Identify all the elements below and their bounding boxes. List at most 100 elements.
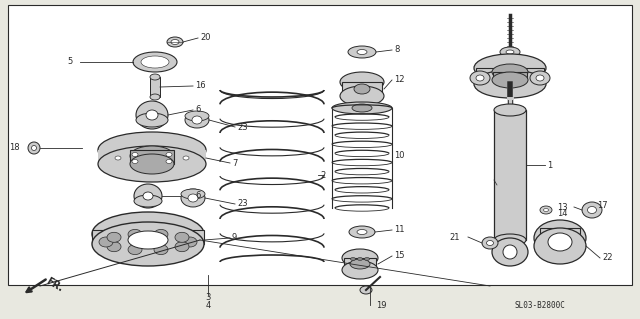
Ellipse shape bbox=[154, 229, 168, 239]
Ellipse shape bbox=[136, 113, 168, 127]
Ellipse shape bbox=[352, 104, 372, 112]
Ellipse shape bbox=[166, 160, 172, 163]
Ellipse shape bbox=[494, 234, 526, 246]
Ellipse shape bbox=[28, 142, 40, 154]
Ellipse shape bbox=[492, 238, 528, 266]
Text: 20: 20 bbox=[200, 33, 211, 42]
Ellipse shape bbox=[107, 242, 121, 252]
Text: 13: 13 bbox=[557, 203, 568, 211]
Text: 5: 5 bbox=[68, 57, 73, 66]
Ellipse shape bbox=[503, 245, 517, 259]
Ellipse shape bbox=[358, 257, 362, 261]
Text: 6: 6 bbox=[195, 191, 200, 201]
Text: 2: 2 bbox=[320, 170, 325, 180]
Text: 16: 16 bbox=[195, 81, 205, 91]
Ellipse shape bbox=[167, 37, 183, 47]
Ellipse shape bbox=[348, 46, 376, 58]
Ellipse shape bbox=[175, 242, 189, 252]
Ellipse shape bbox=[365, 257, 369, 261]
Text: 7: 7 bbox=[232, 159, 237, 167]
Ellipse shape bbox=[350, 259, 370, 269]
Ellipse shape bbox=[128, 231, 168, 249]
Text: 18: 18 bbox=[10, 144, 20, 152]
Ellipse shape bbox=[357, 49, 367, 55]
Text: 22: 22 bbox=[602, 254, 612, 263]
Bar bbox=[92, 230, 204, 244]
Ellipse shape bbox=[357, 229, 367, 234]
Text: 14: 14 bbox=[557, 210, 568, 219]
Ellipse shape bbox=[506, 50, 514, 54]
Ellipse shape bbox=[349, 226, 375, 238]
Bar bbox=[150, 77, 160, 97]
Ellipse shape bbox=[134, 195, 162, 207]
Text: SL03-B2800C: SL03-B2800C bbox=[515, 301, 565, 310]
Ellipse shape bbox=[500, 47, 520, 57]
Ellipse shape bbox=[192, 116, 202, 124]
Ellipse shape bbox=[92, 222, 204, 266]
Ellipse shape bbox=[150, 94, 160, 100]
Text: 17: 17 bbox=[597, 201, 607, 210]
Ellipse shape bbox=[181, 189, 205, 199]
FancyBboxPatch shape bbox=[8, 5, 632, 285]
Ellipse shape bbox=[150, 74, 160, 80]
Ellipse shape bbox=[128, 229, 142, 239]
Ellipse shape bbox=[588, 206, 596, 213]
Ellipse shape bbox=[171, 40, 179, 44]
Ellipse shape bbox=[31, 145, 36, 151]
Ellipse shape bbox=[133, 52, 177, 72]
Bar bbox=[98, 150, 206, 164]
Ellipse shape bbox=[332, 102, 392, 114]
Ellipse shape bbox=[340, 86, 384, 106]
Ellipse shape bbox=[128, 245, 142, 255]
Ellipse shape bbox=[482, 237, 498, 249]
Ellipse shape bbox=[188, 194, 198, 202]
Bar bbox=[476, 68, 544, 84]
Bar bbox=[540, 228, 580, 246]
Ellipse shape bbox=[582, 202, 602, 218]
Text: 1: 1 bbox=[547, 160, 552, 169]
Ellipse shape bbox=[99, 237, 113, 247]
Ellipse shape bbox=[534, 220, 586, 256]
Text: 15: 15 bbox=[394, 251, 404, 261]
Bar bbox=[342, 82, 382, 96]
Text: 21: 21 bbox=[449, 233, 460, 241]
Ellipse shape bbox=[354, 84, 370, 94]
Ellipse shape bbox=[360, 286, 372, 294]
Ellipse shape bbox=[476, 75, 484, 81]
Ellipse shape bbox=[185, 111, 209, 121]
Bar bbox=[130, 150, 174, 164]
Ellipse shape bbox=[181, 189, 205, 207]
Ellipse shape bbox=[540, 206, 552, 214]
Text: 23: 23 bbox=[237, 199, 248, 209]
Text: 8: 8 bbox=[394, 46, 399, 55]
Ellipse shape bbox=[492, 72, 528, 88]
Ellipse shape bbox=[342, 249, 378, 267]
Ellipse shape bbox=[147, 58, 163, 66]
Text: 23: 23 bbox=[237, 122, 248, 131]
Ellipse shape bbox=[134, 184, 162, 208]
Text: FR.: FR. bbox=[44, 276, 65, 294]
Ellipse shape bbox=[185, 112, 209, 128]
Text: 3: 3 bbox=[205, 293, 211, 301]
Ellipse shape bbox=[548, 233, 572, 251]
Text: 12: 12 bbox=[394, 76, 404, 85]
Ellipse shape bbox=[146, 110, 158, 120]
Ellipse shape bbox=[130, 154, 174, 174]
Text: 10: 10 bbox=[394, 151, 404, 160]
Ellipse shape bbox=[342, 261, 378, 279]
Ellipse shape bbox=[98, 146, 206, 182]
Ellipse shape bbox=[132, 152, 138, 157]
Ellipse shape bbox=[486, 241, 493, 246]
Ellipse shape bbox=[494, 104, 526, 116]
Bar bbox=[344, 258, 376, 270]
Ellipse shape bbox=[543, 209, 548, 211]
Ellipse shape bbox=[474, 70, 546, 98]
Ellipse shape bbox=[98, 132, 206, 168]
Ellipse shape bbox=[351, 257, 355, 261]
Text: 19: 19 bbox=[376, 300, 387, 309]
Text: 11: 11 bbox=[394, 226, 404, 234]
Ellipse shape bbox=[536, 75, 544, 81]
Ellipse shape bbox=[143, 192, 153, 200]
Ellipse shape bbox=[141, 56, 169, 68]
Ellipse shape bbox=[166, 152, 172, 157]
